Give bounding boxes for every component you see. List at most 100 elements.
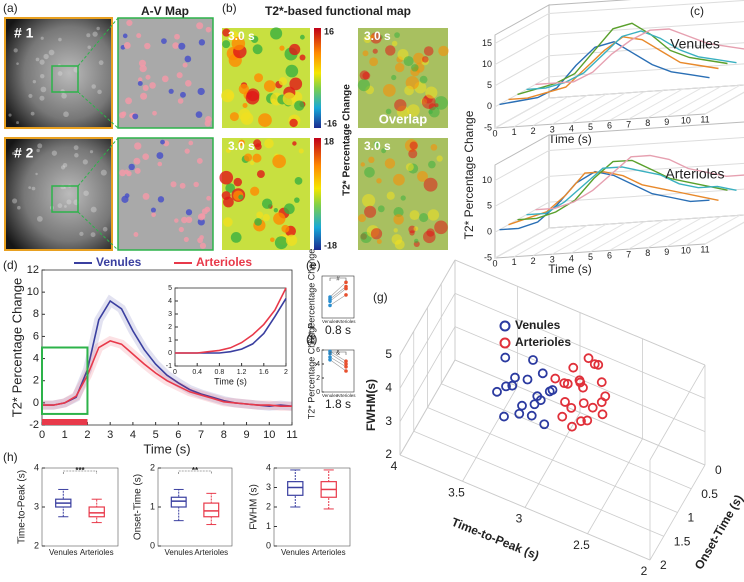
y-tick-label: 6 [33, 330, 39, 342]
vessel [152, 110, 157, 116]
dot [344, 293, 348, 297]
point [550, 373, 561, 384]
texture [32, 79, 37, 84]
point [501, 381, 511, 392]
activation [225, 148, 231, 154]
x-tick-label: Venules [322, 393, 339, 398]
vessel [204, 120, 211, 127]
vessel [161, 75, 169, 83]
y-tick-label: 0 [150, 540, 155, 550]
vessel [142, 153, 150, 161]
vessel [139, 64, 147, 73]
x-tick-label: 4 [391, 459, 398, 473]
vessel [160, 139, 165, 145]
activation [386, 191, 395, 200]
dot [344, 284, 348, 289]
y-axis-label: Onset-Time (s) [692, 492, 744, 572]
time-label: 3.0 s [228, 29, 255, 43]
x-tick-label: 10 [263, 429, 275, 441]
x-tick-label: 0.4 [192, 369, 202, 376]
x-tick-label: 7 [626, 249, 631, 259]
vessel [119, 169, 126, 177]
texture [40, 73, 45, 79]
x-tick-label: 2 [84, 429, 90, 441]
plot-frame [273, 467, 351, 547]
x-axis-label: Time (s) [143, 442, 190, 457]
texture [63, 111, 69, 118]
mri-slice [4, 17, 113, 129]
y-tick-label: 0 [168, 350, 172, 357]
slice-label: # 2 [14, 145, 34, 161]
activation [393, 228, 398, 233]
vessel [197, 218, 205, 226]
y-tick-label: 10 [27, 286, 39, 298]
activation [394, 99, 407, 112]
vessel [177, 98, 184, 104]
vessel [188, 140, 194, 146]
plot-frame [157, 467, 233, 547]
panel-label: (c) [690, 4, 704, 18]
vessel [134, 142, 142, 150]
vessel [185, 209, 193, 216]
point [510, 372, 520, 383]
x-axis-label: Time (s) [214, 376, 247, 386]
texture [66, 199, 72, 205]
trace [499, 170, 710, 231]
activation [403, 56, 414, 67]
activation [254, 143, 262, 151]
vessel [170, 181, 177, 188]
activation [393, 206, 404, 218]
x-tick-label: Arterioles [80, 548, 114, 557]
activation [289, 43, 301, 56]
point [500, 352, 511, 363]
point [514, 408, 525, 419]
overlap-label: Overlap [379, 111, 427, 126]
x-tick-label: 11 [286, 429, 297, 441]
point [596, 377, 607, 388]
activation [270, 237, 275, 243]
vessel [193, 181, 199, 188]
side-wall [494, 4, 550, 129]
activation [395, 62, 405, 73]
activation [226, 91, 235, 100]
activation [273, 208, 278, 213]
activation [409, 230, 415, 236]
grid-line [571, 222, 626, 254]
z-tick-label: 3 [385, 414, 392, 428]
vessel [180, 91, 186, 98]
texture [58, 37, 62, 42]
vessel [157, 161, 163, 167]
panel-label: (b) [222, 1, 237, 15]
panel-label: (h) [3, 450, 18, 464]
activation [369, 57, 379, 67]
activation [272, 154, 286, 169]
vessel [185, 216, 193, 224]
x-tick-label: 6 [607, 121, 612, 131]
vessel [182, 62, 188, 68]
dot [344, 280, 348, 285]
x-tick-label: 5 [588, 122, 593, 132]
grid-line [513, 96, 569, 128]
texture [30, 111, 35, 116]
activation [283, 203, 295, 215]
point [596, 397, 607, 408]
y-tick-label: 0 [266, 540, 271, 550]
y-tick-label: 8 [33, 308, 39, 320]
activation [423, 230, 436, 244]
trace [499, 41, 710, 106]
vessel [161, 38, 167, 44]
texture [90, 206, 97, 213]
y-axis-label: T2* Percentage Change [306, 249, 316, 346]
activation [273, 212, 286, 225]
vessel [205, 26, 212, 33]
activation [294, 177, 303, 185]
grid-line [494, 136, 744, 181]
grid-line [704, 91, 744, 115]
inset-window [41, 346, 89, 415]
zoom-line [77, 137, 119, 187]
activation [362, 71, 371, 80]
activation [285, 64, 299, 78]
vessel [174, 33, 180, 40]
vessel [185, 80, 192, 87]
activation [239, 140, 245, 145]
